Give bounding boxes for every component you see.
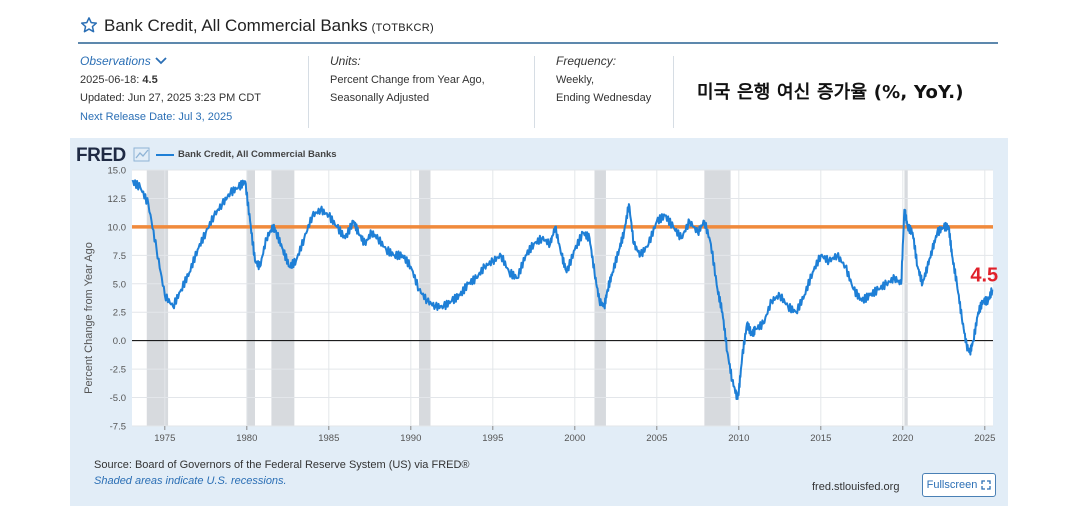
expand-icon (981, 480, 992, 490)
x-tick-label: 1990 (400, 433, 421, 444)
frequency-label: Frequency: (556, 54, 617, 68)
recession-band (594, 170, 606, 426)
meta-divider (534, 56, 535, 128)
source-text: Source: Board of Governors of the Federa… (94, 459, 470, 471)
units-block: Units: Percent Change from Year Ago, Sea… (330, 52, 530, 108)
fred-site-link[interactable]: fred.stlouisfed.org (812, 481, 900, 493)
recession-band (904, 170, 908, 426)
legend-label: Bank Credit, All Commercial Banks (178, 149, 337, 160)
fullscreen-label: Fullscreen (926, 479, 978, 491)
fred-logo: FRED (76, 145, 126, 166)
x-tick-label: 2010 (728, 433, 749, 444)
next-release-link[interactable]: Next Release Date: Jul 3, 2025 (80, 110, 233, 123)
frequency-line2: Ending Wednesday (556, 92, 652, 104)
observations-dropdown[interactable]: Observations (80, 52, 308, 71)
observation-value: 4.5 (142, 73, 158, 86)
x-tick-label: 2025 (974, 433, 995, 444)
y-tick-label: 12.5 (108, 194, 127, 205)
observation-line: 2025-06-18: 4.5 (80, 71, 308, 90)
y-tick-label: 5.0 (113, 279, 126, 290)
line-chart[interactable]: 15.0 12.5 10.0 7.5 5.0 2.5 0.0 -2.5 -5.0 -7.5 1975… (70, 138, 1008, 506)
star-icon[interactable] (80, 16, 98, 34)
x-tick-label: 1980 (236, 433, 257, 444)
updated-text: Updated: Jun 27, 2025 3:23 PM CDT (80, 92, 261, 104)
x-tick-label: 2015 (810, 433, 831, 444)
recession-band (246, 170, 255, 426)
recession-band (271, 170, 295, 426)
series-title: Bank Credit, All Commercial Banks (TOTBKC… (104, 16, 434, 36)
recession-band (704, 170, 731, 426)
series-layer (131, 179, 994, 400)
units-label: Units: (330, 54, 361, 68)
units-line2: Seasonally Adjusted (330, 92, 430, 104)
frequency-line1: Weekly, (556, 73, 595, 86)
x-tick-label: 2020 (892, 433, 913, 444)
meta-divider (308, 56, 309, 128)
series-code: (TOTBKCR) (371, 22, 434, 34)
y-tick-label: -5.0 (110, 393, 126, 404)
frequency-block: Frequency: Weekly, Ending Wednesday (556, 52, 670, 108)
y-tick-label: 10.0 (108, 222, 127, 233)
y-tick-label: -7.5 (110, 422, 126, 433)
y-axis-label: Percent Change from Year Ago (83, 242, 95, 394)
observation-date: 2025-06-18: (80, 73, 140, 86)
x-tick-label: 1995 (482, 433, 503, 444)
y-tick-label: 7.5 (113, 251, 126, 262)
x-tick-label: 2005 (646, 433, 667, 444)
axis-ticks: 15.0 12.5 10.0 7.5 5.0 2.5 0.0 -2.5 -5.0 -7.5 1975… (108, 166, 996, 445)
x-tick-label: 2000 (564, 433, 585, 444)
last-value-label: 4.5 (970, 264, 998, 286)
chevron-down-icon (155, 57, 167, 65)
recession-note: Shaded areas indicate U.S. recessions. (94, 475, 287, 487)
fullscreen-button[interactable]: Fullscreen (922, 473, 996, 497)
units-line1: Percent Change from Year Ago, (330, 73, 485, 86)
series-title-text: Bank Credit, All Commercial Banks (104, 16, 368, 35)
observations-label: Observations (80, 54, 151, 68)
meta-divider (673, 56, 674, 128)
series-line (131, 179, 994, 400)
y-tick-label: 2.5 (113, 308, 126, 319)
series-header: Bank Credit, All Commercial Banks (TOTBKC… (78, 14, 998, 44)
y-tick-label: -2.5 (110, 365, 126, 376)
graph-panel: 15.0 12.5 10.0 7.5 5.0 2.5 0.0 -2.5 -5.0 -7.5 1975… (70, 138, 1008, 506)
y-tick-label: 0.0 (113, 336, 126, 347)
recession-band (146, 170, 169, 426)
y-tick-label: 15.0 (108, 166, 127, 177)
korean-annotation: 미국 은행 여신 증가율 (%, YoY.) (697, 82, 964, 103)
observations-block: Observations 2025-06-18: 4.5 Updated: Ju… (80, 52, 308, 126)
x-tick-label: 1975 (154, 433, 175, 444)
chart-icon (133, 147, 150, 162)
x-tick-label: 1985 (318, 433, 339, 444)
